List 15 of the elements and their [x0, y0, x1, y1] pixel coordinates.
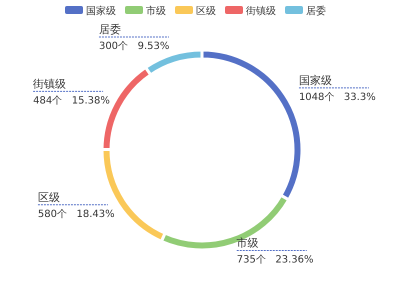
slice-label: 市级 — [236, 236, 259, 250]
data-label: 484个 15.38% — [33, 94, 110, 106]
legend-label: 区级 — [196, 5, 216, 17]
data-label: 580个 18.43% — [38, 208, 115, 220]
data-label: 1048个 33.3% — [298, 90, 376, 103]
data-label: 300个 9.53% — [98, 40, 170, 52]
slice-label: 居委 — [98, 22, 121, 36]
legend-label: 国家级 — [86, 5, 116, 17]
slice-label: 国家级 — [298, 74, 332, 87]
legend-label: 市级 — [146, 5, 166, 17]
data-label: 735个 23.36% — [236, 253, 314, 266]
legend-label: 街镇级 — [246, 5, 276, 17]
slice-label: 区级 — [38, 190, 60, 204]
legend-label: 居委 — [306, 5, 326, 17]
slice-label: 街镇级 — [33, 77, 66, 90]
